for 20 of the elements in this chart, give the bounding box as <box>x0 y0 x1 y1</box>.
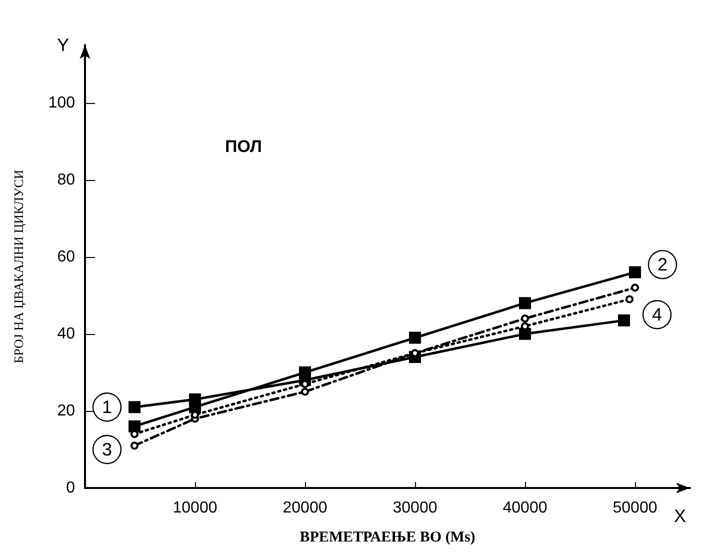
annotation: 3 <box>102 439 112 460</box>
x-tick-label: 20000 <box>282 500 328 516</box>
x-tick-label: 40000 <box>502 500 548 516</box>
text: X <box>674 506 686 526</box>
annotation: 4 <box>652 304 662 325</box>
annotation: 2 <box>657 254 668 275</box>
text: Y <box>56 35 70 55</box>
x-tick-label: 50000 <box>612 500 658 516</box>
y-axis-title: БРОЈ НА ЏВАКАЛНИ ЦИКЛУСИ <box>11 170 26 364</box>
y-tick-label: 0 <box>66 480 76 496</box>
annotation: 1 <box>102 397 112 418</box>
y-tick-label: 40 <box>57 325 76 342</box>
x-tick-label: 30000 <box>392 500 438 516</box>
text: ПОЛ <box>225 137 262 156</box>
y-tick-label: 60 <box>57 248 76 266</box>
y-tick-label: 100 <box>48 94 76 112</box>
x-axis-title: ВРЕМЕТРАЕЊЕ ВО (Ms) <box>300 530 476 546</box>
x-tick-label: 10000 <box>172 500 218 516</box>
y-tick-label: 20 <box>57 402 76 420</box>
y-tick-label: 80 <box>57 171 76 188</box>
